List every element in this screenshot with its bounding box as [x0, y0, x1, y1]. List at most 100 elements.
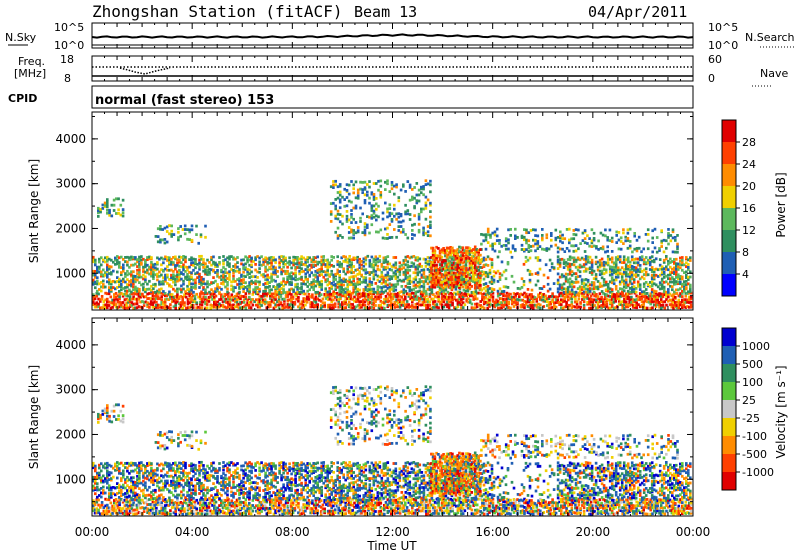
power-cell — [422, 270, 426, 274]
power-cell — [220, 293, 223, 297]
power-cell — [458, 290, 462, 294]
power-cell — [244, 295, 248, 299]
power-cell — [393, 203, 396, 207]
power-cell — [491, 298, 495, 301]
power-cell — [505, 291, 509, 295]
power-cell — [628, 270, 632, 274]
power-cell — [323, 301, 326, 305]
power-cell — [617, 292, 621, 296]
power-cell — [528, 278, 532, 282]
power-cell — [134, 289, 137, 293]
power-cell — [356, 196, 360, 200]
power-cell — [338, 206, 342, 210]
power-cell — [454, 263, 458, 267]
power-cell — [484, 273, 488, 276]
power-cell — [638, 264, 642, 267]
power-cell — [234, 263, 237, 267]
power-cell — [472, 261, 475, 265]
power-cell — [410, 288, 414, 292]
power-cell — [544, 297, 547, 301]
power-cell — [212, 281, 215, 285]
power-cell — [574, 300, 577, 304]
power-cell — [465, 299, 468, 303]
velocity-cell — [102, 506, 106, 509]
power-cell — [138, 258, 141, 262]
power-cell — [194, 281, 197, 285]
power-cell — [420, 210, 423, 214]
power-cell — [202, 262, 205, 266]
power-cell — [322, 270, 325, 273]
power-cell — [336, 185, 340, 189]
power-cell — [425, 300, 428, 304]
power-cell — [619, 247, 623, 251]
power-cell — [106, 208, 109, 212]
power-cell — [662, 290, 666, 294]
nsky-tick-bottom: 10^0 — [54, 39, 84, 52]
power-cell — [395, 235, 398, 239]
power-cell — [400, 263, 404, 267]
power-cell — [151, 305, 155, 309]
power-cell — [637, 295, 640, 299]
power-cell — [630, 271, 634, 274]
power-cell — [506, 262, 510, 266]
power-cell — [453, 306, 456, 309]
power-cell — [687, 263, 690, 266]
power-cell — [456, 300, 460, 304]
power-cell — [658, 292, 661, 295]
power-cell — [200, 290, 203, 294]
power-cell — [97, 215, 100, 218]
power-cell — [124, 275, 127, 278]
power-cell — [631, 305, 635, 309]
power-cell — [498, 272, 502, 276]
power-cell — [650, 273, 654, 277]
power-cell — [681, 258, 684, 262]
power-cell — [466, 271, 470, 275]
power-cell — [226, 271, 229, 275]
power-cell — [258, 263, 261, 267]
power-cell — [516, 301, 519, 305]
power-cell — [414, 303, 418, 306]
power-cell — [254, 288, 257, 291]
power-cell — [254, 279, 257, 283]
power-cell — [196, 271, 199, 274]
power-cell — [192, 282, 195, 286]
power-cell — [484, 285, 488, 289]
power-cell — [623, 294, 626, 298]
power-cell — [685, 283, 688, 286]
power-cell — [509, 228, 512, 231]
power-cell — [461, 285, 465, 289]
power-cell — [350, 230, 353, 234]
power-cell — [367, 306, 370, 310]
power-cell — [106, 200, 109, 203]
power-cell — [326, 293, 330, 297]
power-cell — [144, 270, 147, 274]
power-cell — [98, 257, 101, 261]
power-cell — [235, 303, 239, 307]
power-cell — [414, 297, 418, 301]
power-cell — [248, 281, 251, 284]
power-cell — [354, 293, 358, 296]
power-cell — [118, 290, 121, 293]
power-cell — [566, 262, 570, 266]
power-cell — [234, 286, 237, 289]
power-cell — [179, 225, 182, 228]
power-cell — [456, 254, 459, 258]
power-cell — [493, 230, 497, 234]
power-cell — [470, 292, 474, 296]
power-cell — [648, 285, 652, 288]
power-cell — [617, 297, 621, 301]
power-cell — [523, 303, 526, 307]
power-cell — [626, 237, 630, 240]
power-cell — [470, 259, 473, 262]
power-cell — [256, 298, 260, 301]
power-cell — [649, 302, 652, 306]
power-cell — [651, 236, 654, 240]
power-cell — [280, 259, 283, 262]
power-cell — [544, 263, 548, 267]
velocity-cell — [107, 510, 111, 513]
power-cell — [251, 293, 255, 296]
power-cell — [163, 300, 167, 304]
power-cell — [473, 271, 477, 275]
power-cell — [624, 263, 628, 267]
power-cell — [222, 262, 225, 266]
